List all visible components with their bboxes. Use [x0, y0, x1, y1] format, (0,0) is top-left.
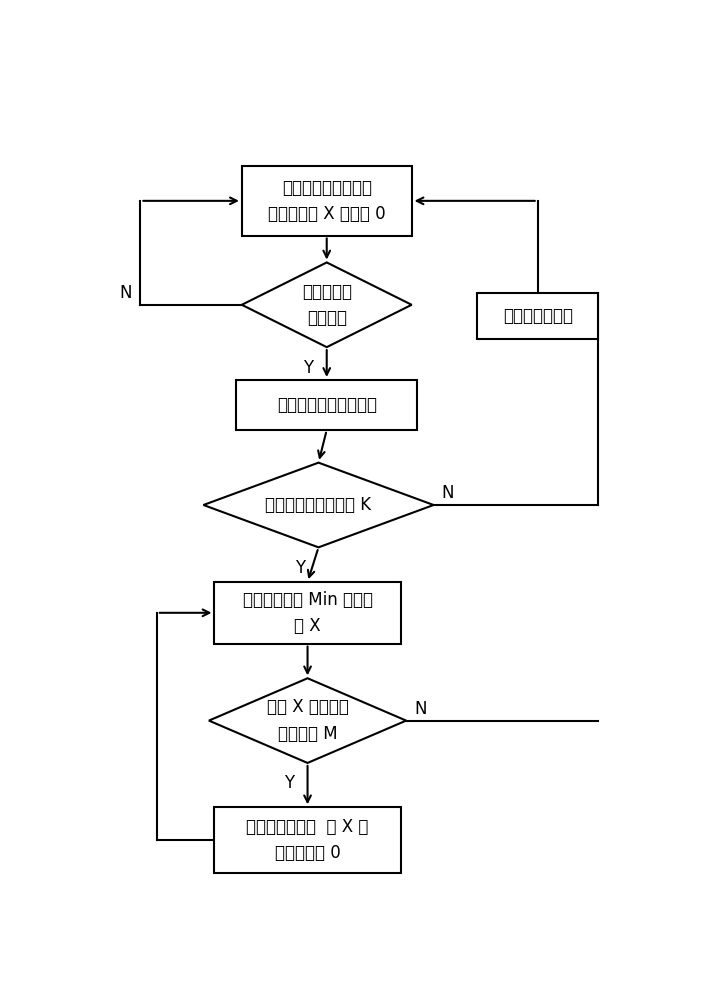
Polygon shape: [242, 262, 411, 347]
Bar: [214, 582, 401, 644]
Text: 存在方形框面积大于 K: 存在方形框面积大于 K: [265, 496, 372, 514]
Bar: [214, 807, 401, 873]
Text: N: N: [414, 700, 427, 718]
Text: N: N: [442, 484, 455, 502]
Text: Y: Y: [295, 559, 305, 577]
Text: 判断 X 是否超过
个数阈值 M: 判断 X 是否超过 个数阈值 M: [267, 698, 349, 743]
Text: 运动检测算法实时监
测，初始化 X 的值为 0: 运动检测算法实时监 测，初始化 X 的值为 0: [268, 179, 385, 223]
Text: 视频流中有
运动物体: 视频流中有 运动物体: [302, 283, 351, 327]
Text: Y: Y: [284, 774, 294, 792]
Text: Y: Y: [303, 359, 313, 377]
Polygon shape: [209, 678, 407, 763]
Bar: [477, 293, 598, 339]
Bar: [236, 380, 417, 430]
Text: 统计面积大于 Min 方框个
数 X: 统计面积大于 Min 方框个 数 X: [243, 591, 373, 635]
Text: N: N: [119, 284, 132, 302]
Bar: [242, 166, 411, 235]
Text: 发出开灯指令，  将 X 的
值初始化为 0: 发出开灯指令， 将 X 的 值初始化为 0: [246, 818, 369, 862]
Text: 用方形框标示运动物体: 用方形框标示运动物体: [276, 396, 377, 414]
Text: 判断为环境干扰: 判断为环境干扰: [503, 307, 573, 325]
Polygon shape: [204, 463, 433, 547]
